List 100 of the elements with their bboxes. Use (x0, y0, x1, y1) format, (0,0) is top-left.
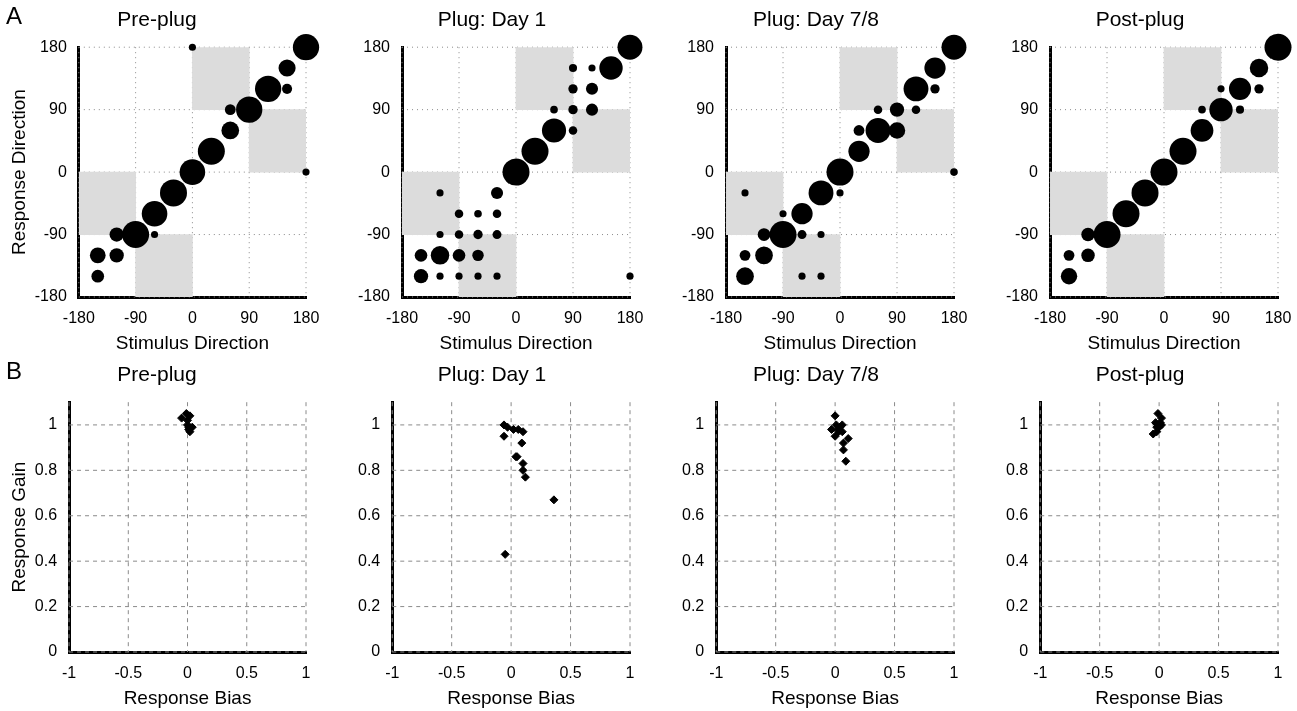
x-tick-label: -180 (386, 309, 419, 327)
y-tick-label: 90 (1020, 100, 1039, 118)
y-tick-label: 1 (695, 415, 705, 433)
y-tick-label: -180 (681, 287, 715, 305)
x-tick-label: 0 (187, 309, 197, 327)
y-axis-title: Response Direction (7, 89, 29, 256)
x-tick-label: -90 (124, 309, 148, 327)
y-tick-label: 0 (705, 162, 715, 180)
x-tick-label: -0.5 (1085, 664, 1114, 682)
y-tick-label: 0.8 (1005, 460, 1029, 478)
chart-title: Post-plug (1095, 7, 1185, 31)
y-tick-label: 1 (1019, 415, 1029, 433)
y-tick-label: 0.4 (681, 551, 705, 569)
y-tick-label: -90 (43, 224, 67, 242)
y-tick-label: 90 (49, 100, 67, 118)
x-axis-title: Stimulus Direction (439, 331, 593, 353)
chart-title: Pre-plug (117, 362, 197, 386)
chart-title: Plug: Day 1 (437, 7, 547, 31)
x-axis-title: Stimulus Direction (115, 331, 269, 353)
x-tick-label: 180 (1264, 309, 1292, 327)
x-axis-title: Stimulus Direction (763, 331, 917, 353)
x-tick-label: 90 (564, 309, 583, 327)
chart-title: Plug: Day 1 (437, 362, 547, 386)
y-tick-label: 0 (695, 642, 705, 660)
y-tick-label: 180 (363, 37, 391, 55)
x-tick-label: 180 (292, 309, 320, 327)
y-tick-label: 0 (1019, 642, 1029, 660)
y-tick-label: 0.2 (357, 596, 381, 614)
x-tick-label: -90 (771, 309, 795, 327)
x-tick-label: 0 (511, 309, 521, 327)
y-tick-label: 0.8 (34, 460, 58, 478)
y-tick-label: 0.8 (681, 460, 705, 478)
y-tick-label: -90 (690, 224, 715, 242)
x-axis-title: Response Bias (1095, 686, 1224, 708)
x-tick-label: -180 (710, 309, 743, 327)
y-axis-title: Response Gain (7, 461, 29, 593)
y-tick-label: 0 (381, 162, 391, 180)
y-tick-label: 0.6 (34, 506, 58, 524)
y-tick-label: 0.2 (34, 596, 58, 614)
x-tick-label: 0.5 (1207, 664, 1230, 682)
x-tick-label: 90 (888, 309, 907, 327)
y-tick-label: 180 (1011, 37, 1039, 55)
x-tick-label: 0.5 (235, 664, 258, 682)
y-tick-label: -180 (357, 287, 391, 305)
x-tick-label: -0.5 (761, 664, 790, 682)
y-tick-label: 0.2 (1005, 596, 1029, 614)
chart-title: Post-plug (1095, 362, 1185, 386)
y-tick-label: 0 (57, 162, 67, 180)
x-axis-title: Stimulus Direction (1087, 331, 1241, 353)
y-tick-label: 0 (48, 642, 58, 660)
x-tick-label: -0.5 (437, 664, 466, 682)
chart-title: Pre-plug (117, 7, 197, 31)
text: B (6, 357, 23, 385)
y-tick-label: 0.4 (357, 551, 381, 569)
x-tick-label: 0.5 (559, 664, 582, 682)
chart-title: Plug: Day 7/8 (752, 362, 880, 386)
y-tick-label: 0 (371, 642, 381, 660)
y-tick-label: -90 (366, 224, 391, 242)
x-tick-label: -180 (1034, 309, 1067, 327)
x-tick-label: 0.5 (883, 664, 906, 682)
y-tick-label: 1 (48, 415, 58, 433)
text: A (6, 2, 23, 30)
x-tick-label: 0 (506, 664, 516, 682)
y-tick-label: 0.8 (357, 460, 381, 478)
y-tick-label: 0 (1029, 162, 1039, 180)
x-tick-label: -90 (1095, 309, 1119, 327)
x-tick-label: 0 (1154, 664, 1164, 682)
y-tick-label: -180 (34, 287, 67, 305)
y-tick-label: 0.2 (681, 596, 705, 614)
x-tick-label: -1 (1033, 664, 1048, 682)
x-tick-label: 1 (949, 664, 959, 682)
x-tick-label: -1 (709, 664, 724, 682)
y-tick-label: 90 (372, 100, 391, 118)
x-tick-label: 180 (616, 309, 644, 327)
y-tick-label: -90 (1014, 224, 1039, 242)
y-tick-label: 0.4 (34, 551, 58, 569)
x-tick-label: -90 (447, 309, 471, 327)
x-tick-label: -0.5 (114, 664, 143, 682)
x-tick-label: 0 (830, 664, 840, 682)
x-tick-label: -1 (61, 664, 77, 682)
x-tick-label: -180 (62, 309, 95, 327)
y-tick-label: 0.4 (1005, 551, 1029, 569)
x-tick-label: 90 (240, 309, 259, 327)
x-tick-label: 0 (835, 309, 845, 327)
x-tick-label: 1 (1273, 664, 1283, 682)
y-tick-label: -180 (1005, 287, 1039, 305)
y-tick-label: 1 (371, 415, 381, 433)
x-axis-title: Response Bias (771, 686, 900, 708)
y-tick-label: 0.6 (1005, 506, 1029, 524)
y-tick-label: 180 (40, 37, 67, 55)
x-tick-label: 1 (625, 664, 635, 682)
y-tick-label: 0.6 (681, 506, 705, 524)
x-axis-title: Response Bias (123, 686, 252, 708)
x-tick-label: 0 (1159, 309, 1169, 327)
x-axis-title: Response Bias (447, 686, 576, 708)
y-tick-label: 90 (696, 100, 715, 118)
x-tick-label: -1 (385, 664, 400, 682)
x-tick-label: 180 (940, 309, 968, 327)
chart-title: Plug: Day 7/8 (752, 7, 880, 31)
y-tick-label: 180 (687, 37, 715, 55)
